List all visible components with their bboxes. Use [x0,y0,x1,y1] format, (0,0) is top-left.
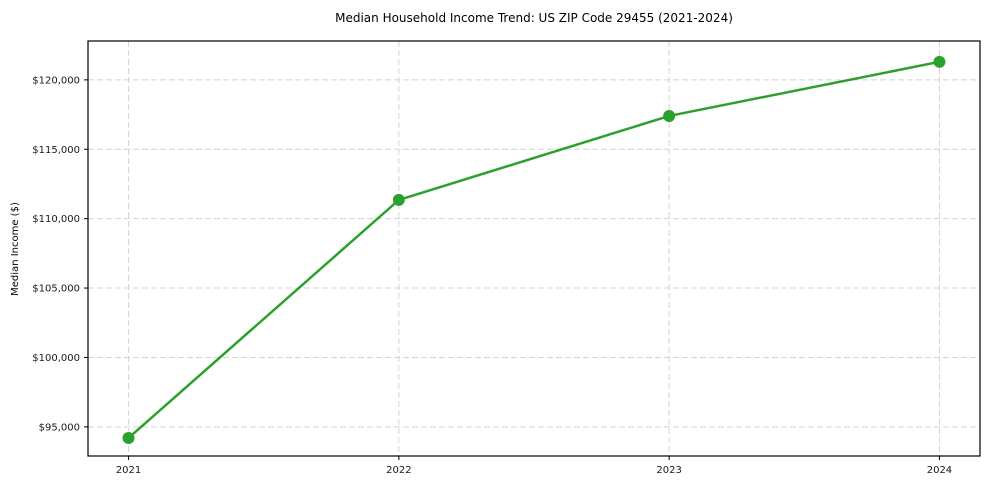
x-tick-label: 2024 [927,465,952,476]
data-point-2021 [122,431,135,444]
y-tick-label: $100,000 [32,353,80,364]
data-series-group [122,55,946,444]
x-tick-label: 2022 [386,465,411,476]
data-point-2022 [392,193,405,206]
y-tick-label: $115,000 [32,145,80,156]
y-tick-label: $95,000 [39,422,80,433]
plot-border [87,40,981,457]
data-point-2024 [933,55,946,68]
ticks-group [84,79,940,460]
x-tick-label: 2021 [116,465,141,476]
data-point-2023 [663,109,676,122]
series-line [127,60,941,440]
tick-labels-group: $95,000 $100,000 $105,000 $110,000 $115,000 $… [32,75,952,476]
gridlines-group [88,41,980,456]
y-axis-label: Median Income ($) [10,202,21,296]
chart-title: Median Household Income Trend: US ZIP Co… [335,11,733,25]
y-tick-label: $105,000 [32,284,80,295]
x-tick-label: 2023 [656,465,681,476]
y-tick-label: $120,000 [32,75,80,86]
y-tick-label: $110,000 [32,214,80,225]
